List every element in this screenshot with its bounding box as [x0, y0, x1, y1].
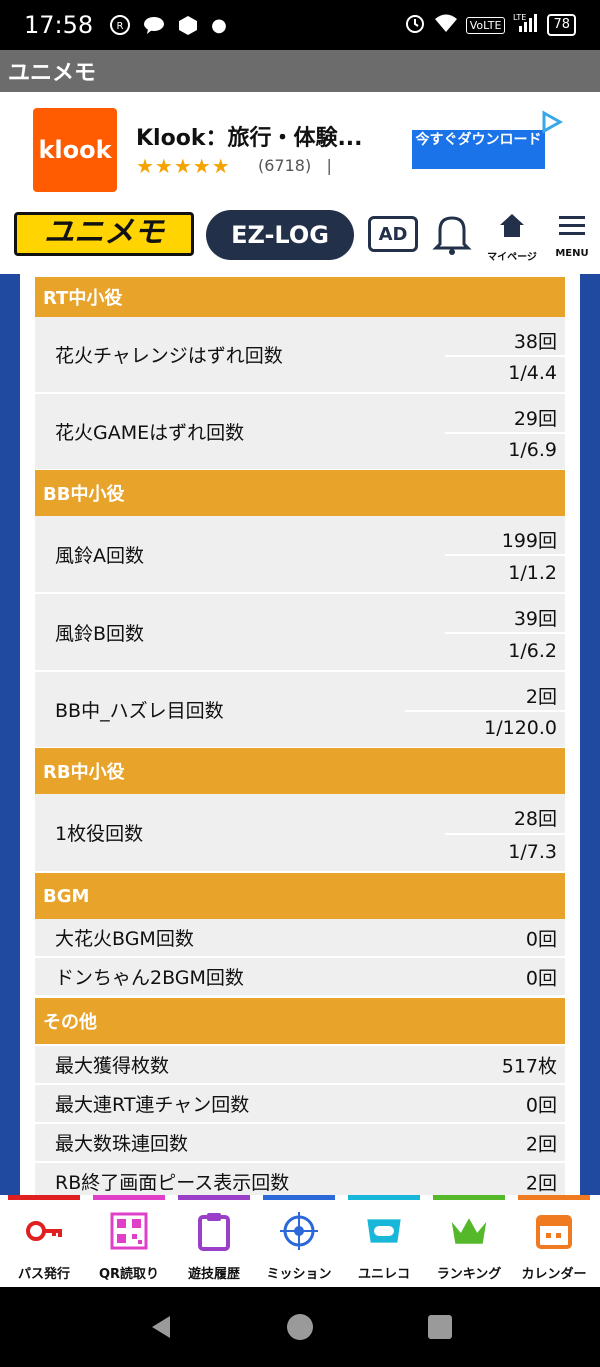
section-header-other: その他	[35, 998, 565, 1044]
tab-unireco[interactable]: ユニレコ	[344, 1195, 424, 1287]
table-row: 最大連RT連チャン回数 0回	[35, 1085, 565, 1123]
ad-download-button[interactable]: 今すぐダウンロード	[412, 130, 545, 169]
home-nav-icon[interactable]	[286, 1313, 314, 1341]
target-icon	[279, 1211, 319, 1251]
home-icon	[484, 210, 540, 248]
site-header: ユニメモ EZ-LOG AD マイページ MENU	[0, 202, 600, 274]
tab-pass-issue[interactable]: パス発行	[4, 1195, 84, 1287]
svg-text:R: R	[117, 21, 124, 32]
bottom-tab-bar: パス発行 QR読取り 遊技履歴 ミッション ユニレコ ランキング	[0, 1195, 600, 1287]
table-row: 風鈴B回数 39回 1/6.2	[35, 594, 565, 671]
section-header-rb: RB中小役	[35, 748, 565, 794]
alarm-icon	[404, 12, 426, 38]
app-notification-icon	[177, 14, 199, 36]
tab-calendar[interactable]: カレンダー	[514, 1195, 594, 1287]
unimemo-logo[interactable]: ユニメモ	[14, 212, 194, 256]
system-nav-bar	[0, 1287, 600, 1367]
key-icon	[24, 1211, 64, 1251]
table-row: ドンちゃん2BGM回数 0回	[35, 958, 565, 996]
status-time: 17:58	[24, 11, 94, 39]
section-header-rt: RT中小役	[35, 277, 565, 317]
rakuten-link-icon: R	[109, 14, 131, 36]
unireco-icon	[364, 1211, 404, 1251]
battery-indicator: 78	[547, 14, 576, 36]
calendar-icon	[534, 1211, 574, 1251]
dot-icon: ●	[211, 14, 227, 36]
data-content: RT中小役 花火チャレンジはずれ回数 38回 1/4.4 花火GAMEはずれ回数…	[0, 274, 600, 1195]
tab-qr-scan[interactable]: QR読取り	[89, 1195, 169, 1287]
crown-icon	[449, 1211, 489, 1251]
qr-icon	[109, 1211, 149, 1251]
table-row: RB終了画面ピース表示回数 2回	[35, 1163, 565, 1195]
message-icon	[143, 15, 165, 35]
tab-mission[interactable]: ミッション	[259, 1195, 339, 1287]
table-row: BB中_ハズレ目回数 2回 1/120.0	[35, 672, 565, 748]
ad-choices-icon[interactable]	[540, 110, 564, 134]
wifi-icon	[434, 13, 458, 37]
back-icon[interactable]	[148, 1313, 176, 1341]
app-title-bar: ユニメモ	[0, 50, 600, 92]
table-row: 大花火BGM回数 0回	[35, 919, 565, 957]
recents-icon[interactable]	[426, 1313, 454, 1341]
table-row: 花火チャレンジはずれ回数 38回 1/4.4	[35, 317, 565, 393]
table-row: 風鈴A回数 199回 1/1.2	[35, 516, 565, 593]
ad-button[interactable]: AD	[368, 216, 418, 252]
status-bar: 17:58 R ● VoLTE LTE 78	[0, 0, 600, 50]
tab-play-history[interactable]: 遊技履歴	[174, 1195, 254, 1287]
section-header-bb: BB中小役	[35, 470, 565, 516]
ez-log-button[interactable]: EZ-LOG	[206, 210, 354, 260]
ad-title: Klook：旅行・体験...	[136, 126, 363, 151]
ad-rating-count: (6718) |	[258, 156, 332, 175]
table-row: 1枚役回数 28回 1/7.3	[35, 794, 565, 872]
mypage-button[interactable]: マイページ	[484, 210, 540, 263]
klook-logo[interactable]: klook	[33, 108, 117, 192]
signal-icon: LTE	[513, 12, 539, 38]
menu-label: MENU	[555, 248, 589, 259]
menu-button[interactable]: MENU	[544, 210, 600, 259]
table-row: 最大数珠連回数 2回	[35, 1124, 565, 1162]
table-row: 最大獲得枚数 517枚	[35, 1046, 565, 1084]
app-title: ユニメモ	[8, 61, 97, 86]
table-row: 花火GAMEはずれ回数 29回 1/6.9	[35, 394, 565, 470]
volte-badge: VoLTE	[465, 16, 506, 34]
tab-ranking[interactable]: ランキング	[429, 1195, 509, 1287]
section-header-bgm: BGM	[35, 873, 565, 919]
svg-text:LTE: LTE	[513, 13, 526, 22]
hamburger-icon	[544, 210, 600, 248]
bell-icon[interactable]	[432, 210, 472, 258]
mypage-label: マイページ	[487, 252, 537, 263]
ad-banner[interactable]: klook Klook：旅行・体験... ★★★★★ (6718) | 今すぐダ…	[0, 92, 600, 202]
clipboard-icon	[194, 1211, 234, 1251]
ad-rating-stars: ★★★★★	[136, 154, 231, 178]
